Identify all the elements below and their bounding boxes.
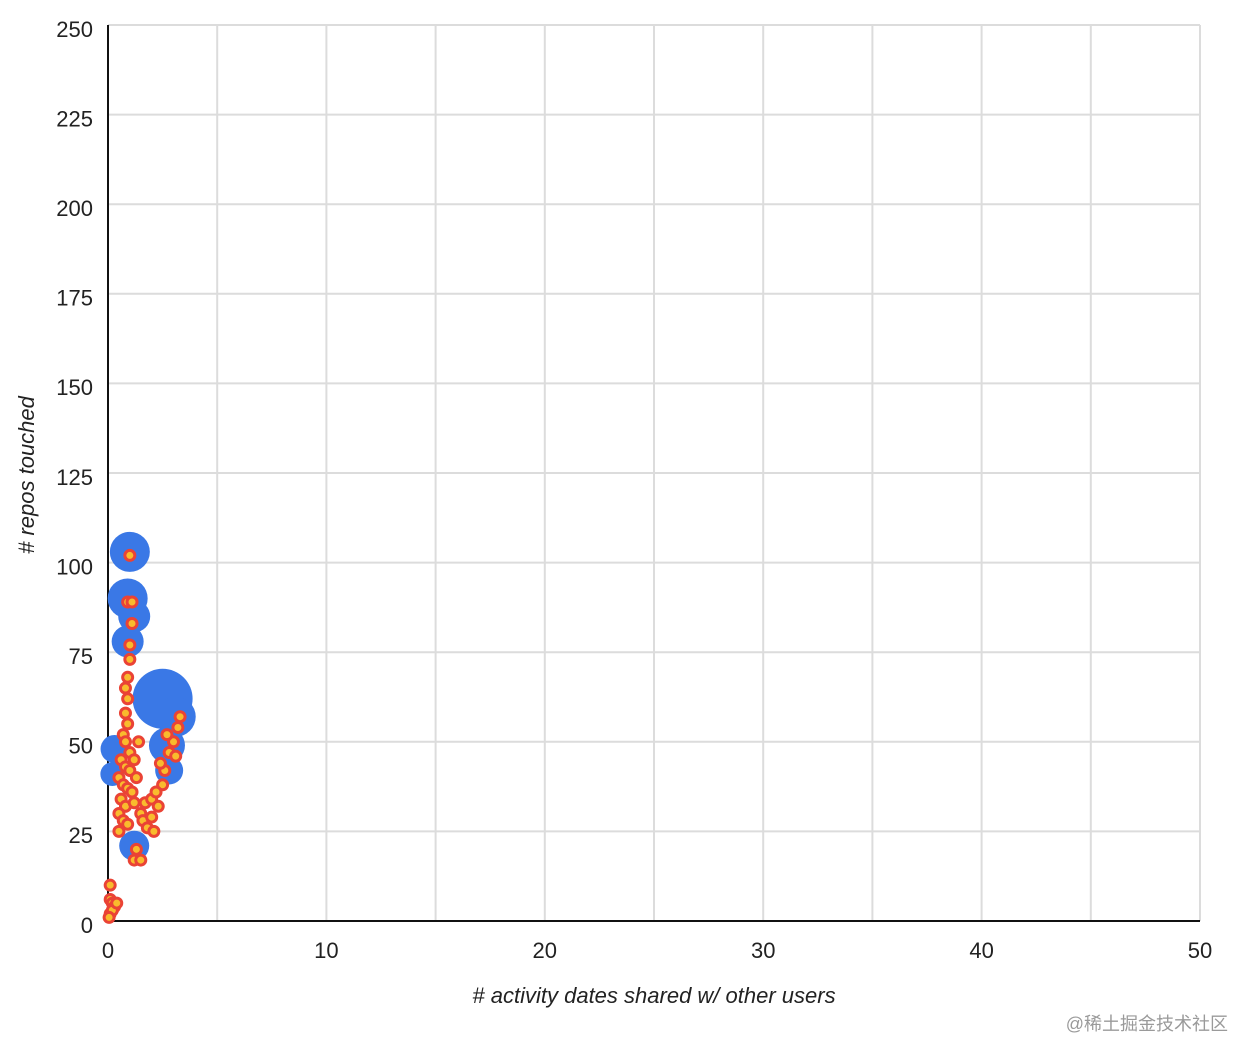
x-tick-label: 50 xyxy=(1188,938,1212,963)
point xyxy=(127,753,141,767)
watermark: @稀土掘金技术社区 xyxy=(1066,1014,1228,1034)
y-tick-label: 250 xyxy=(56,17,93,42)
y-tick-label: 75 xyxy=(69,644,93,669)
x-tick-label: 30 xyxy=(751,938,775,963)
point xyxy=(112,824,126,838)
point xyxy=(103,878,117,892)
point xyxy=(110,896,124,910)
point xyxy=(173,710,187,724)
point xyxy=(123,548,137,562)
point xyxy=(127,796,141,810)
point xyxy=(121,717,135,731)
x-tick-label: 20 xyxy=(533,938,557,963)
y-tick-label: 25 xyxy=(69,823,93,848)
x-tick-label: 10 xyxy=(314,938,338,963)
point xyxy=(123,638,137,652)
point xyxy=(153,756,167,770)
point xyxy=(118,706,132,720)
point xyxy=(160,728,174,742)
y-tick-label: 100 xyxy=(56,554,93,579)
point xyxy=(169,749,183,763)
point xyxy=(147,824,161,838)
x-axis-label: # activity dates shared w/ other users xyxy=(472,983,835,1008)
x-tick-label: 0 xyxy=(102,938,114,963)
point xyxy=(102,910,116,924)
y-tick-label: 150 xyxy=(56,375,93,400)
point xyxy=(121,817,135,831)
point xyxy=(132,735,146,749)
x-tick-label: 40 xyxy=(969,938,993,963)
y-tick-label: 200 xyxy=(56,196,93,221)
point xyxy=(145,810,159,824)
point xyxy=(134,853,148,867)
point xyxy=(129,842,143,856)
y-tick-label: 125 xyxy=(56,465,93,490)
point xyxy=(121,670,135,684)
point xyxy=(125,785,139,799)
point xyxy=(125,595,139,609)
point xyxy=(123,652,137,666)
point xyxy=(121,692,135,706)
y-tick-label: 175 xyxy=(56,286,93,311)
point xyxy=(149,785,163,799)
point xyxy=(118,735,132,749)
point xyxy=(171,720,185,734)
point xyxy=(125,617,139,631)
point xyxy=(129,771,143,785)
y-axis-label: # repos touched xyxy=(14,395,39,554)
point xyxy=(118,681,132,695)
y-tick-label: 0 xyxy=(81,913,93,938)
point xyxy=(151,799,165,813)
y-tick-label: 50 xyxy=(69,734,93,759)
y-tick-label: 225 xyxy=(56,106,93,131)
